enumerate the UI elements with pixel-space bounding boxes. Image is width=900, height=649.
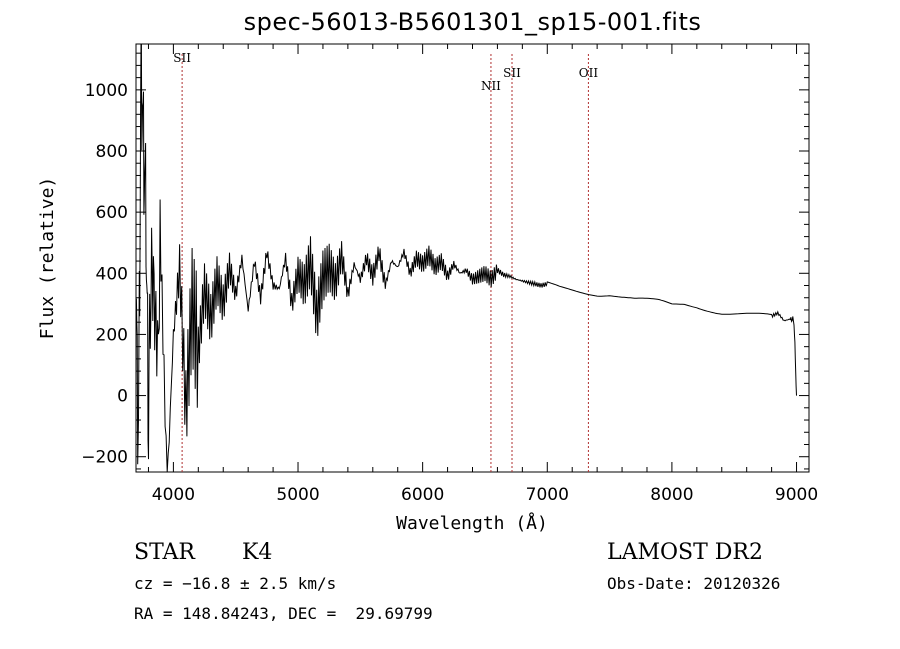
x-tick-label: 5000 [276, 485, 319, 505]
chart-title: spec-56013-B5601301_sp15-001.fits [243, 8, 702, 36]
y-tick-label: 1000 [85, 81, 128, 101]
survey-name: LAMOST DR2 [607, 540, 763, 565]
x-tick-label: 9000 [775, 485, 818, 505]
plot-frame [135, 43, 810, 473]
x-axis-label: Wavelength (Å) [396, 512, 548, 534]
ra-dec: RA = 148.84243, DEC = 29.69799 [134, 604, 433, 623]
object-subclass: K4 [242, 540, 273, 565]
x-tick-label: 4000 [152, 485, 195, 505]
y-tick-label: 600 [96, 203, 128, 223]
axis-ticks: 4000 5000 6000 7000 8000 9000 −200 0 200 400 600 80… [81, 44, 818, 505]
object-type: STAR [134, 540, 195, 565]
emission-line-label: SII [173, 51, 191, 65]
obs-date: Obs-Date: 20120326 [607, 574, 781, 593]
x-tick-label: 6000 [401, 485, 444, 505]
y-tick-label: 200 [96, 325, 128, 345]
emission-line-label: OII [579, 66, 599, 80]
y-axis-label: Flux (relative) [37, 177, 58, 340]
spectrum-line [135, 43, 797, 473]
x-tick-label: 8000 [650, 485, 693, 505]
y-tick-label: −200 [81, 448, 128, 468]
x-tick-label: 7000 [526, 485, 569, 505]
emission-line-label: SII [503, 66, 521, 80]
y-tick-label: 0 [117, 387, 128, 407]
emission-line-label: NII [481, 79, 501, 93]
y-tick-label: 400 [96, 264, 128, 284]
redshift-text: cz = −16.8 ± 2.5 km/s [134, 574, 337, 593]
y-tick-label: 800 [96, 142, 128, 162]
